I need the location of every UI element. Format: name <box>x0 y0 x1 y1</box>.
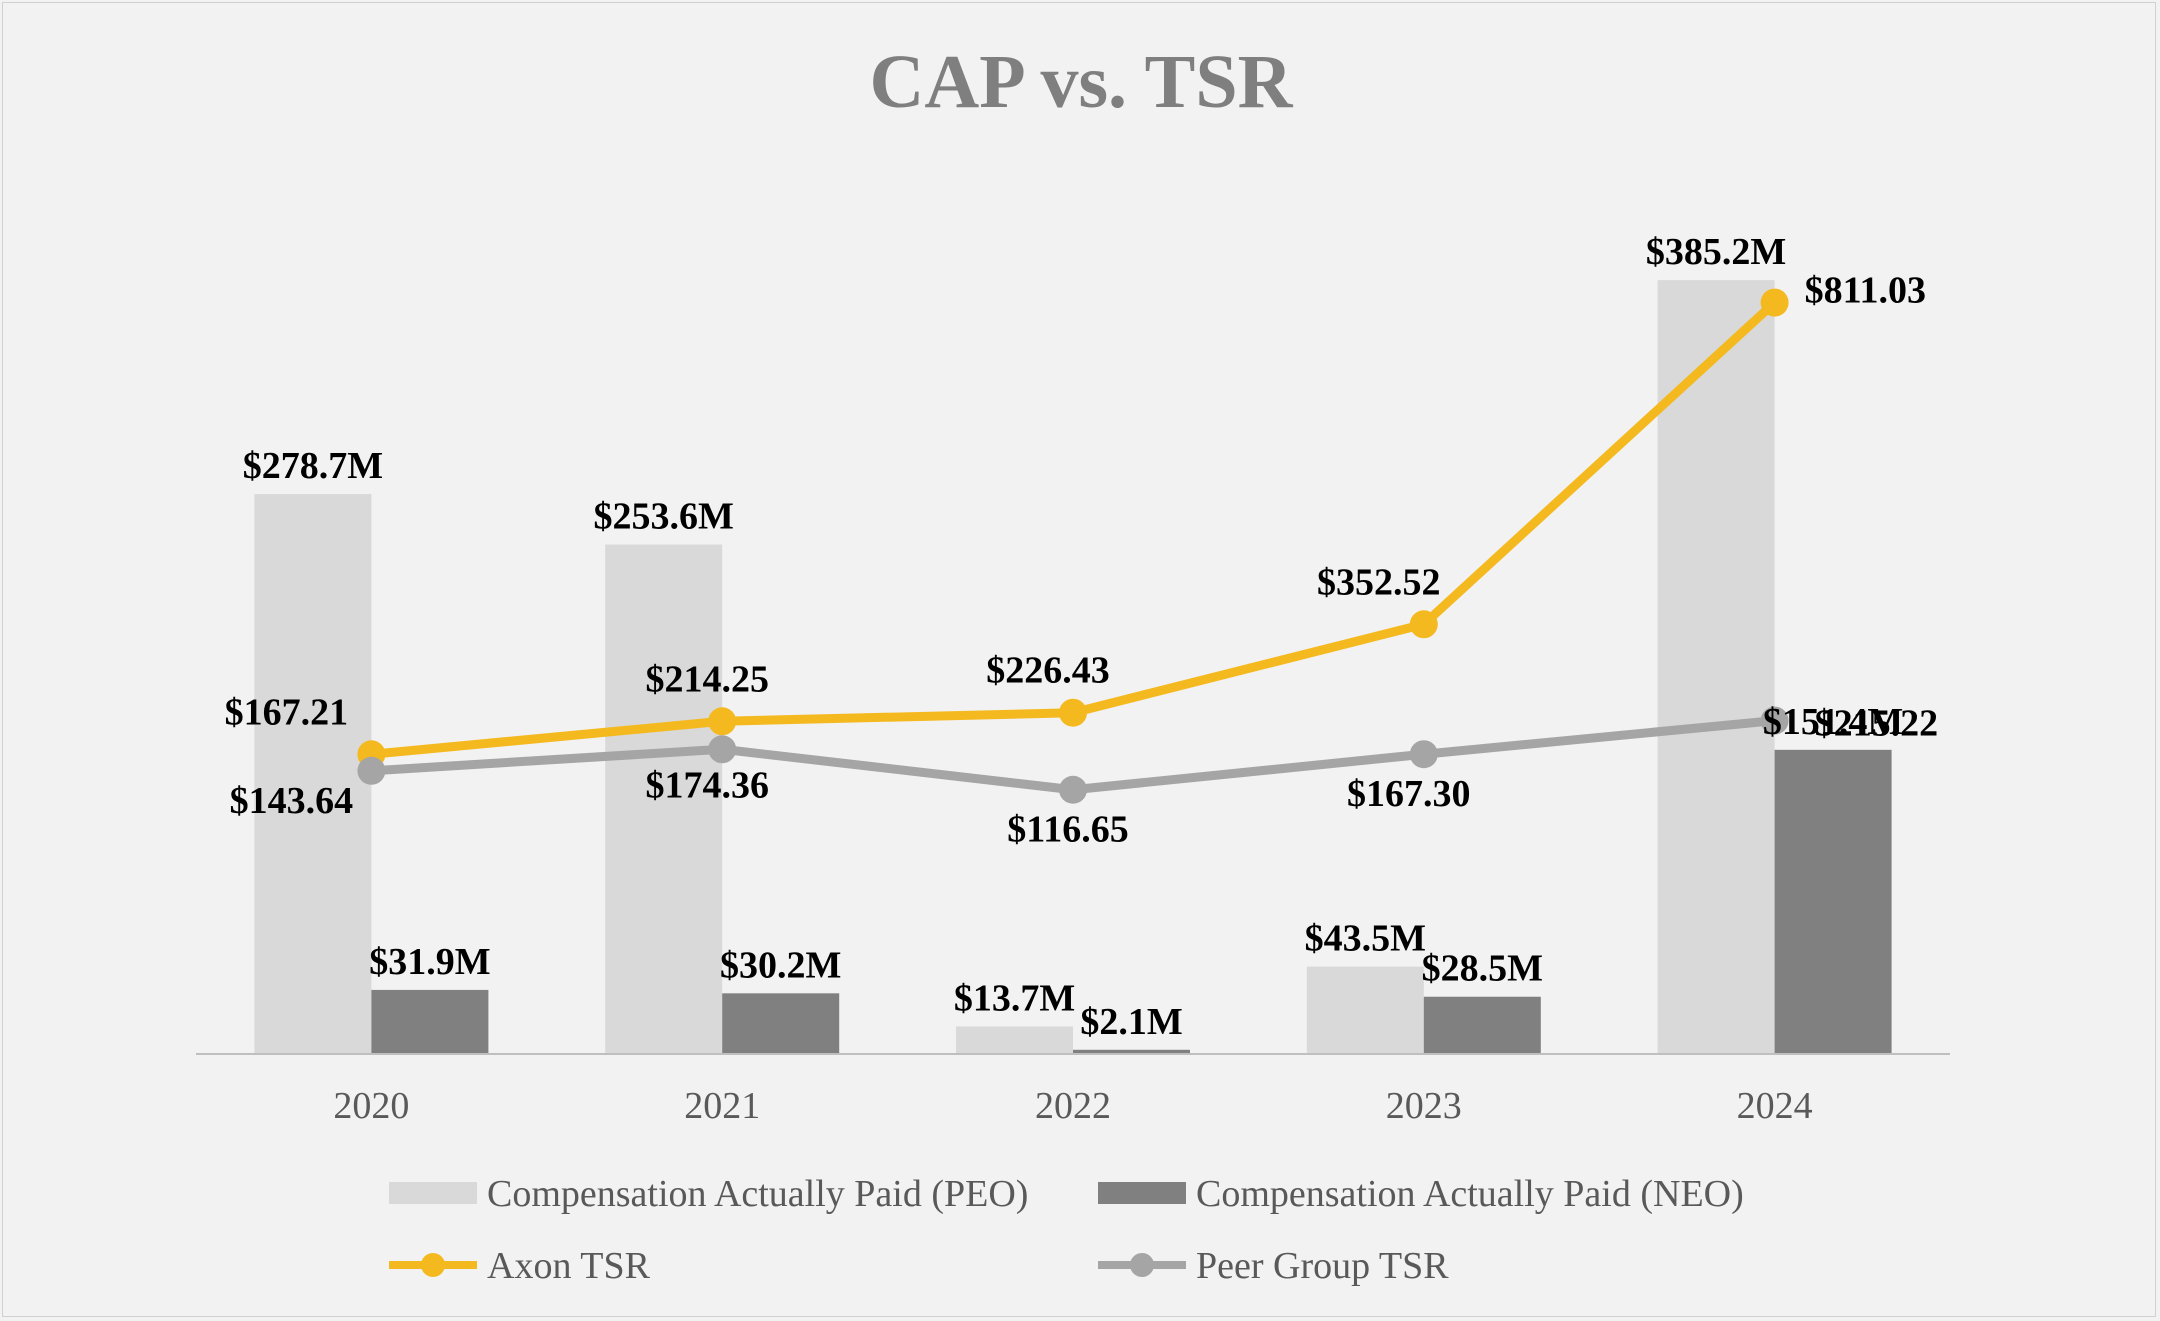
x-tick-label-2022: 2022 <box>1035 1085 1111 1127</box>
data-label-peer-group-tsr-2024: $215.22 <box>1815 703 1939 745</box>
legend-item-compensation-actually-paid-peo: Compensation Actually Paid (PEO) <box>389 1173 1028 1215</box>
x-tick-label-2023: 2023 <box>1386 1085 1462 1127</box>
data-label-compensation-actually-paid-neo-2023: $28.5M <box>1422 948 1543 990</box>
marker-peer-group-tsr-2020 <box>357 756 386 785</box>
cap-vs-tsr-chart: CAP vs. TSR 2020 2021 2022 2023 2024 $278.7M… <box>196 40 1950 1287</box>
data-label-compensation-actually-paid-peo-2022: $13.7M <box>954 977 1075 1019</box>
marker-axon-tsr-2023 <box>1409 610 1438 639</box>
bar-compensation-actually-paid-neo-2021 <box>722 993 840 1054</box>
legend: Compensation Actually Paid (PEO) Compensa… <box>389 1173 1744 1287</box>
bar-compensation-actually-paid-neo-2023 <box>1423 996 1541 1054</box>
legend-marker-peer-group-tsr <box>1130 1253 1154 1277</box>
data-label-compensation-actually-paid-neo-2020: $31.9M <box>369 941 490 983</box>
data-label-peer-group-tsr-2022: $116.65 <box>1007 809 1128 851</box>
x-tick-label-2021: 2021 <box>684 1085 760 1127</box>
data-label-axon-tsr-2022: $226.43 <box>986 650 1110 692</box>
data-label-axon-tsr-2020: $167.21 <box>225 691 349 733</box>
data-label-compensation-actually-paid-neo-2021: $30.2M <box>720 944 841 986</box>
data-label-compensation-actually-paid-peo-2020: $278.7M <box>243 445 383 487</box>
legend-swatch-compensation-actually-paid-neo <box>1098 1182 1186 1204</box>
data-label-peer-group-tsr-2021: $174.36 <box>645 764 769 806</box>
bar-compensation-actually-paid-neo-2022 <box>1073 1049 1190 1054</box>
marker-axon-tsr-2022 <box>1059 698 1087 727</box>
data-label-compensation-actually-paid-neo-2024: $151.4M <box>1763 701 1903 743</box>
marker-axon-tsr-2024 <box>1760 288 1789 317</box>
marker-peer-group-tsr-2024 <box>1760 706 1789 735</box>
bars-layer <box>254 280 1892 1055</box>
legend-label-peer-group-tsr: Peer Group TSR <box>1196 1245 1449 1287</box>
legend-marker-axon-tsr <box>421 1253 445 1277</box>
data-label-axon-tsr-2024: $811.03 <box>1805 270 1926 312</box>
legend-item-axon-tsr: Axon TSR <box>389 1245 651 1287</box>
data-label-compensation-actually-paid-peo-2023: $43.5M <box>1305 918 1426 960</box>
chart-title: CAP vs. TSR <box>869 40 1293 124</box>
marker-peer-group-tsr-2023 <box>1409 740 1438 769</box>
legend-item-peer-group-tsr: Peer Group TSR <box>1098 1245 1449 1287</box>
legend-swatch-compensation-actually-paid-peo <box>389 1182 477 1204</box>
data-label-peer-group-tsr-2020: $143.64 <box>230 780 354 822</box>
bar-compensation-actually-paid-peo-2022 <box>956 1026 1073 1054</box>
data-label-compensation-actually-paid-neo-2022: $2.1M <box>1080 1001 1182 1043</box>
legend-label-axon-tsr: Axon TSR <box>487 1245 651 1287</box>
legend-label-compensation-actually-paid-neo: Compensation Actually Paid (NEO) <box>1196 1173 1744 1215</box>
marker-peer-group-tsr-2022 <box>1059 775 1087 804</box>
bar-compensation-actually-paid-peo-2024 <box>1657 280 1775 1055</box>
x-axis-ticks: 2020 2021 2022 2023 2024 <box>333 1085 1812 1127</box>
data-label-axon-tsr-2023: $352.52 <box>1317 561 1441 603</box>
data-label-compensation-actually-paid-peo-2024: $385.2M <box>1646 231 1786 273</box>
lines-layer <box>357 288 1789 804</box>
data-labels-layer: $278.7M $253.6M $13.7M $43.5M $385.2M $31.9M $… <box>225 231 1938 1043</box>
bar-compensation-actually-paid-neo-2020 <box>371 989 489 1054</box>
data-label-compensation-actually-paid-peo-2021: $253.6M <box>594 495 734 537</box>
x-tick-label-2020: 2020 <box>333 1085 409 1127</box>
legend-item-compensation-actually-paid-neo: Compensation Actually Paid (NEO) <box>1098 1173 1744 1215</box>
bar-compensation-actually-paid-neo-2024 <box>1774 749 1892 1054</box>
bar-compensation-actually-paid-peo-2020 <box>254 494 372 1054</box>
data-label-peer-group-tsr-2023: $167.30 <box>1347 773 1471 815</box>
marker-peer-group-tsr-2021 <box>708 735 737 764</box>
x-tick-label-2024: 2024 <box>1737 1085 1813 1127</box>
bar-compensation-actually-paid-peo-2021 <box>605 544 723 1054</box>
data-label-axon-tsr-2021: $214.25 <box>645 658 769 700</box>
bar-compensation-actually-paid-peo-2023 <box>1306 966 1424 1054</box>
legend-label-compensation-actually-paid-peo: Compensation Actually Paid (PEO) <box>487 1173 1028 1215</box>
marker-axon-tsr-2021 <box>708 707 737 736</box>
